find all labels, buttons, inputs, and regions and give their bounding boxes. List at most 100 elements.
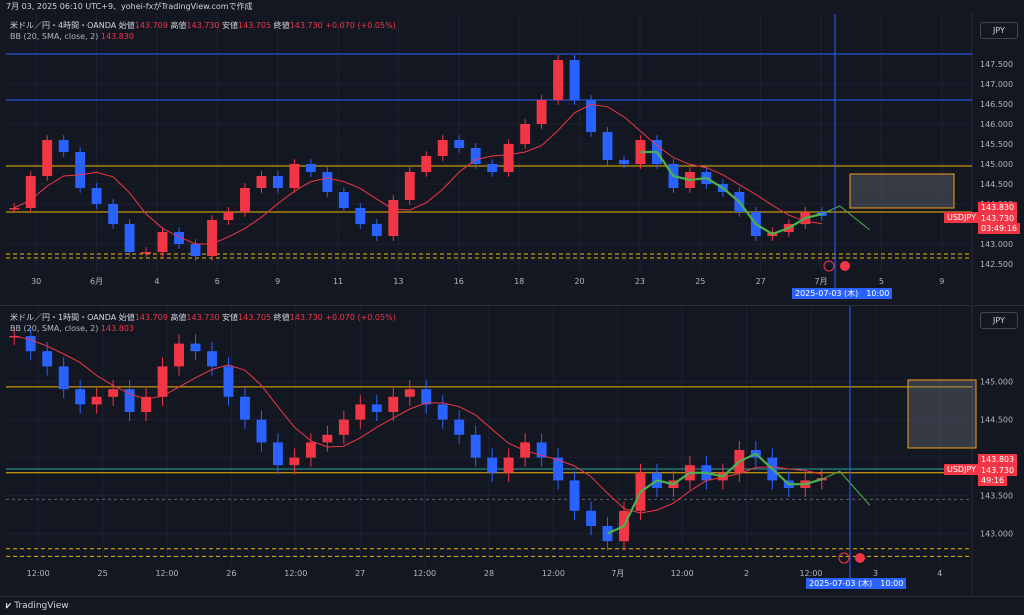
legend-symbol: 米ドル／円・1時間・OANDA (10, 313, 117, 322)
candle-body (272, 442, 283, 466)
currency-button[interactable]: JPY (980, 312, 1018, 329)
price-tick-label: 145.000 (980, 378, 1013, 387)
candle-body (388, 200, 399, 236)
candle-body (272, 176, 283, 188)
candle-body (487, 164, 498, 172)
x-tick-label: 2 (744, 569, 749, 578)
candle-body (289, 457, 300, 466)
legend-change: +0.070 (+0.05%) (325, 313, 396, 322)
legend-symbol: 米ドル／円・4時間・OANDA (10, 21, 117, 30)
chart-panel-4h[interactable]: 30 6月 4 6 9 11 13 16 18 20 23 25 27 7月 5 9 147.500 147.00… (0, 14, 1024, 304)
candle-body (569, 480, 580, 511)
x-tick-label: 25 (98, 569, 108, 578)
news-event-icon (838, 552, 850, 564)
chart-canvas-1h[interactable]: 12:00 25 12:00 26 12:00 27 12:00 28 12:00 7月 12:00… (0, 306, 1024, 596)
price-tick-label: 145.500 (980, 140, 1013, 149)
x-tick-label: 4 (937, 569, 942, 578)
symbol-badge: USDJPY (944, 212, 979, 223)
x-tick-label: 13 (393, 277, 403, 286)
candle-body (124, 224, 135, 252)
x-tick-label: 26 (226, 569, 236, 578)
price-tick-label: 143.000 (980, 240, 1013, 249)
bb-price-badge: 143.830 (978, 202, 1018, 213)
candle-body (305, 164, 316, 172)
x-tick-label: 12:00 (155, 569, 178, 578)
x-tick-label: 30 (31, 277, 41, 286)
legend-bb-label: BB (20, SMA, close, 2) (10, 324, 99, 333)
tradingview-logo[interactable]: ⩗ TradingView (6, 601, 69, 611)
price-tick-label: 142.500 (980, 260, 1013, 269)
legend-1h: 米ドル／円・1時間・OANDA 始値143.709 高値143.730 安値14… (10, 312, 396, 334)
candle-body (503, 457, 514, 473)
candle-body (75, 389, 86, 405)
x-tick-label: 12:00 (671, 569, 694, 578)
candle-body (91, 396, 102, 405)
candle-body (124, 389, 135, 412)
candle-body (404, 172, 415, 200)
x-tick-label: 27 (756, 277, 766, 286)
candle-body (619, 160, 629, 164)
crosshair-date-badge: 2025-07-03 (木) 10:00 (792, 288, 893, 299)
candle-body (25, 336, 36, 352)
legend-bb-value: 143.830 (100, 32, 134, 41)
candle-body (9, 208, 20, 210)
candle-body (108, 389, 119, 397)
candle-body (322, 434, 333, 443)
countdown-badge: 49:16 (978, 475, 1008, 486)
price-tick-label: 147.000 (980, 80, 1013, 89)
candle-body (157, 366, 168, 397)
crosshair-date-badge: 2025-07-03 (木) 10:00 (806, 578, 907, 589)
legend-high-label: 高値 (170, 21, 187, 30)
x-tick-label: 5 (879, 277, 884, 286)
candle-body (42, 351, 53, 367)
candle-body (503, 144, 514, 172)
price-tick-label: 146.500 (980, 100, 1013, 109)
projection-line (821, 470, 871, 506)
bb-price-badge: 143.803 (978, 454, 1018, 465)
legend-bb-label: BB (20, SMA, close, 2) (10, 32, 99, 41)
legend-low: 143.705 (238, 313, 272, 322)
price-tick-label: 144.500 (980, 416, 1013, 425)
x-tick-label: 12:00 (27, 569, 50, 578)
candle-body (404, 389, 415, 397)
chart-panel-1h[interactable]: 12:00 25 12:00 26 12:00 27 12:00 28 12:00 7月 12:00… (0, 305, 1024, 596)
currency-button[interactable]: JPY (980, 22, 1018, 39)
candle-body (421, 156, 432, 172)
legend-high-label: 高値 (170, 313, 187, 322)
x-tick-label: 12:00 (542, 569, 565, 578)
x-tick-label: 7月 (815, 277, 828, 286)
candle-body (91, 188, 102, 204)
x-tick-label: 25 (695, 277, 705, 286)
chart-caption: 7月 03, 2025 06:10 UTC+9、yohei-fxがTrading… (0, 0, 1024, 14)
legend-open: 143.709 (134, 21, 168, 30)
legend-bb-value: 143.803 (100, 324, 134, 333)
candle-body (190, 244, 201, 256)
legend-open-label: 始値 (118, 21, 135, 30)
x-tick-label: 23 (635, 277, 645, 286)
candle-body (602, 132, 613, 160)
legend-open: 143.709 (134, 313, 168, 322)
x-tick-label: 12:00 (413, 569, 436, 578)
candle-body (355, 208, 366, 224)
candle-body (371, 224, 382, 236)
candle-body (174, 343, 184, 367)
legend-close-label: 終値 (273, 21, 290, 30)
chart-canvas-4h[interactable]: 30 6月 4 6 9 11 13 16 18 20 23 25 27 7月 5 9 147.500 147.00… (0, 14, 1024, 304)
legend-low-label: 安値 (222, 21, 239, 30)
candle-body (586, 510, 596, 526)
candle-body (42, 140, 53, 176)
legend-high: 143.730 (186, 21, 220, 30)
candle-body (75, 152, 86, 188)
candle-body (240, 396, 250, 420)
legend-low: 143.705 (238, 21, 272, 30)
candle-body (157, 232, 168, 252)
legend-change: +0.070 (+0.05%) (325, 21, 396, 30)
target-zone-box (849, 173, 955, 209)
candle-body (569, 60, 580, 100)
x-tick-label: 9 (275, 277, 280, 286)
candle-body (520, 442, 531, 458)
candle-body (536, 442, 547, 458)
tv-logo-icon: ⩗ (6, 601, 15, 611)
candle-body (223, 212, 234, 220)
price-tick-label: 147.500 (980, 60, 1013, 69)
